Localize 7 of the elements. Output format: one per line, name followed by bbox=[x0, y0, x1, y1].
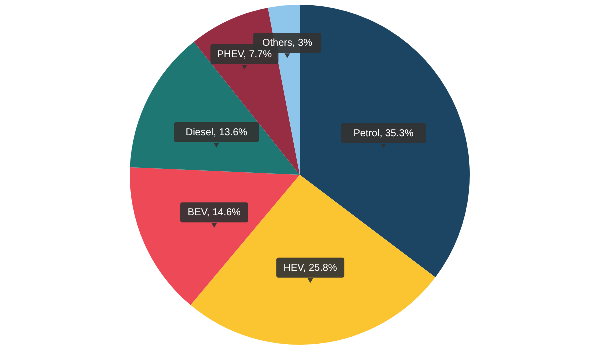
slice-label: Others, 3% bbox=[262, 38, 313, 49]
slice-label: Diesel, 13.6% bbox=[186, 128, 248, 139]
slice-label: Petrol, 35.3% bbox=[354, 128, 414, 140]
pie-slice bbox=[190, 175, 436, 345]
slice-label: BEV, 14.6% bbox=[188, 208, 242, 219]
slice-label: HEV, 25.8% bbox=[284, 262, 338, 274]
slice-label: PHEV, 7.7% bbox=[217, 49, 272, 60]
